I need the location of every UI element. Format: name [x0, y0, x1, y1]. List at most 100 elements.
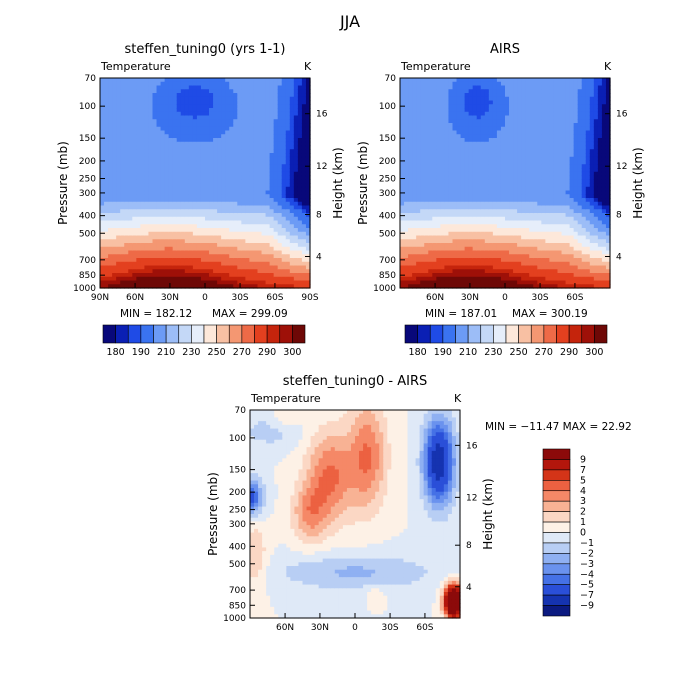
- contour-cell: [192, 104, 198, 109]
- contour-cell: [456, 198, 462, 203]
- contour-cell: [468, 108, 474, 113]
- contour-cell: [192, 258, 198, 263]
- contour-cell: [104, 186, 109, 192]
- contour-cell: [289, 261, 295, 267]
- contour-cell: [245, 194, 251, 199]
- contour-cell: [261, 179, 267, 184]
- contour-cell: [196, 198, 202, 203]
- contour-cell: [221, 250, 226, 255]
- contour-cell: [505, 213, 510, 218]
- contour-cell: [456, 145, 462, 150]
- contour-cell: [480, 216, 486, 222]
- contour-cell: [180, 258, 186, 263]
- contour-cell: [160, 141, 166, 147]
- contour-cell: [460, 115, 466, 120]
- contour-cell: [188, 276, 194, 282]
- contour-cell: [180, 123, 186, 128]
- contour-cell: [188, 78, 194, 83]
- contour-cell: [265, 138, 271, 143]
- contour-cell: [245, 160, 251, 165]
- contour-cell: [257, 239, 263, 244]
- contour-cell: [273, 126, 279, 132]
- contour-cell: [440, 175, 446, 180]
- contour-cell: [404, 205, 409, 210]
- contour-cell: [484, 104, 490, 109]
- contour-cell: [172, 100, 178, 105]
- contour-cell: [192, 239, 198, 244]
- contour-cell: [404, 85, 409, 90]
- contour-cell: [440, 153, 446, 158]
- contour-cell: [205, 126, 210, 132]
- contour-cell: [440, 265, 446, 270]
- contour-cell: [265, 179, 271, 184]
- contour-cell: [297, 141, 303, 147]
- contour-cell: [217, 164, 222, 169]
- contour-cell: [124, 108, 129, 113]
- contour-cell: [140, 104, 146, 109]
- contour-cell: [160, 224, 166, 229]
- contour-cell: [517, 100, 522, 105]
- contour-cell: [180, 145, 186, 150]
- contour-cell: [444, 164, 450, 169]
- contour-cell: [305, 186, 311, 192]
- contour-cell: [176, 216, 182, 222]
- contour-cell: [297, 160, 303, 165]
- contour-cell: [124, 231, 129, 237]
- contour-cell: [112, 201, 117, 207]
- contour-cell: [460, 190, 466, 195]
- contour-cell: [100, 228, 105, 233]
- contour-cell: [257, 220, 263, 225]
- contour-cell: [184, 220, 190, 225]
- contour-cell: [408, 239, 413, 244]
- contour-cell: [533, 160, 538, 165]
- contour-cell: [432, 130, 437, 135]
- contour-cell: [416, 100, 421, 105]
- contour-cell: [424, 149, 429, 154]
- contour-cell: [180, 175, 186, 180]
- contour-cell: [148, 156, 154, 162]
- contour-cell: [452, 276, 458, 282]
- contour-cell: [452, 78, 458, 83]
- contour-cell: [305, 134, 311, 139]
- contour-cell: [200, 130, 206, 135]
- contour-cell: [289, 220, 295, 225]
- contour-cell: [100, 145, 105, 150]
- contour-cell: [285, 258, 291, 263]
- contour-cell: [229, 156, 234, 162]
- contour-cell: [124, 224, 129, 229]
- contour-cell: [476, 273, 482, 278]
- contour-cell: [192, 254, 198, 259]
- contour-cell: [112, 81, 117, 87]
- contour-cell: [436, 228, 441, 233]
- contour-cell: [521, 179, 526, 184]
- contour-cell: [108, 198, 113, 203]
- contour-cell: [509, 261, 514, 267]
- contour-cell: [436, 123, 441, 128]
- contour-cell: [500, 126, 506, 132]
- contour-cell: [261, 81, 267, 87]
- contour-cell: [200, 93, 206, 98]
- contour-cell: [245, 171, 251, 177]
- contour-cell: [269, 190, 275, 195]
- contour-cell: [476, 111, 482, 117]
- contour-cell: [116, 104, 121, 109]
- contour-cell: [209, 198, 214, 203]
- contour-cell: [428, 254, 433, 259]
- contour-cell: [233, 228, 238, 233]
- contour-cell: [285, 108, 291, 113]
- contour-cell: [289, 216, 295, 222]
- contour-cell: [120, 126, 125, 132]
- contour-cell: [100, 284, 105, 289]
- contour-cell: [128, 209, 133, 214]
- contour-cell: [517, 276, 522, 282]
- contour-cell: [265, 160, 271, 165]
- contour-cell: [452, 85, 458, 90]
- contour-cell: [132, 190, 137, 195]
- contour-cell: [168, 168, 174, 173]
- contour-cell: [448, 164, 454, 169]
- contour-cell: [480, 93, 486, 98]
- contour-cell: [488, 190, 494, 195]
- contour-cell: [209, 96, 214, 102]
- contour-cell: [472, 220, 478, 225]
- contour-cell: [136, 104, 141, 109]
